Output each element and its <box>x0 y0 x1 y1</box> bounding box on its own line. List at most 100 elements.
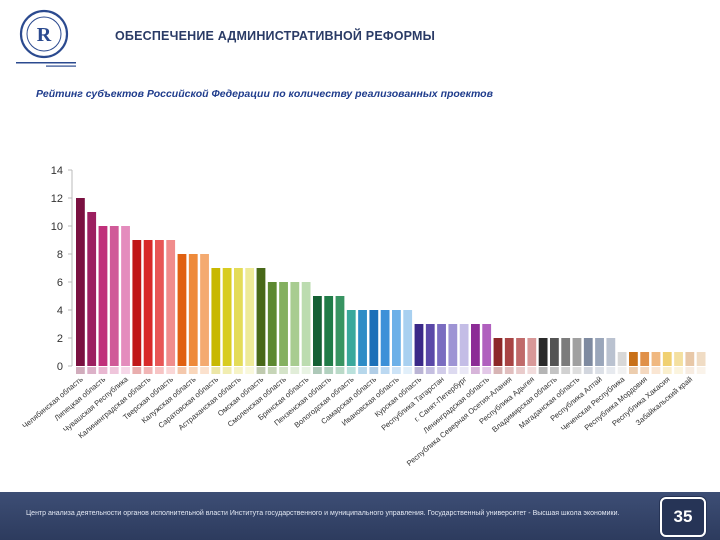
logo-caption-line <box>16 62 76 64</box>
bar-reflection <box>425 367 435 374</box>
y-tick-label: 2 <box>57 333 63 345</box>
bar-reflection <box>234 367 243 374</box>
bar-reflection <box>414 367 424 374</box>
bar <box>629 352 638 366</box>
y-tick-label: 6 <box>57 277 63 289</box>
bar-reflection <box>211 367 221 374</box>
y-tick-label: 8 <box>57 249 63 261</box>
bar-reflection <box>595 367 604 374</box>
bar <box>346 310 356 366</box>
page-title: ОБЕСПЕЧЕНИЕ АДМИНИСТРАТИВНОЙ РЕФОРМЫ <box>115 29 436 43</box>
bar <box>504 338 514 366</box>
logo-outer-ring <box>19 9 69 59</box>
bar-reflection <box>200 367 209 374</box>
bar-reflection <box>166 367 176 374</box>
bar <box>493 338 503 366</box>
bar <box>256 268 266 366</box>
bar-reflection <box>222 367 232 374</box>
y-tick-label: 14 <box>51 165 63 177</box>
bar <box>245 268 255 366</box>
bar-reflection <box>324 367 334 374</box>
hse-logo-icon: R <box>16 9 76 67</box>
bar-reflection <box>121 367 130 374</box>
bar <box>155 240 164 366</box>
bar <box>313 296 322 366</box>
bar <box>674 352 683 366</box>
bar <box>651 352 661 366</box>
bar-reflection <box>132 367 142 374</box>
bar-reflection <box>629 367 638 374</box>
bar <box>392 310 401 366</box>
logo-caption-line-2 <box>46 65 76 67</box>
bar <box>369 310 379 366</box>
y-tick-label: 10 <box>51 221 63 233</box>
footer-text: Центр анализа деятельности органов испол… <box>26 510 620 517</box>
bar <box>403 310 413 366</box>
bar <box>606 338 616 366</box>
footer-bar: Центр анализа деятельности органов испол… <box>0 492 720 540</box>
bar-reflection <box>662 367 672 374</box>
bar-reflection <box>313 367 322 374</box>
bar-reflection <box>188 367 198 374</box>
bar <box>414 324 424 366</box>
bar-reflection <box>279 367 288 374</box>
bar <box>358 310 367 366</box>
bar <box>121 226 130 366</box>
bar <box>143 240 153 366</box>
bar <box>482 324 492 366</box>
bar-reflection <box>674 367 683 374</box>
bar-reflection <box>583 367 593 374</box>
bar-reflection <box>471 367 480 374</box>
y-tick-label: 12 <box>51 193 63 205</box>
bar-reflection <box>301 367 311 374</box>
bar <box>595 338 604 366</box>
bar-reflection <box>651 367 661 374</box>
bar <box>279 282 288 366</box>
logo-inner-ring <box>26 16 62 52</box>
bar <box>177 254 187 366</box>
bar-reflection <box>346 367 356 374</box>
bar <box>425 324 435 366</box>
bar-reflection <box>606 367 616 374</box>
bar-reflection <box>640 367 650 374</box>
bar <box>617 352 627 366</box>
bar-reflection <box>437 367 446 374</box>
bar <box>640 352 650 366</box>
bar <box>166 240 176 366</box>
bar-reflection <box>380 367 390 374</box>
y-tick-label: 0 <box>57 361 63 373</box>
bar-reflection <box>290 367 300 374</box>
bar <box>516 338 525 366</box>
bar <box>109 226 119 366</box>
bar <box>662 352 672 366</box>
chart-subtitle: Рейтинг субъектов Российской Федерации п… <box>36 88 493 100</box>
bar-reflection <box>527 367 537 374</box>
bar-reflection <box>358 367 367 374</box>
bar <box>471 324 480 366</box>
bar <box>290 282 300 366</box>
bar-reflection <box>550 367 559 374</box>
y-tick-label: 4 <box>57 305 63 317</box>
bar-reflection <box>155 367 164 374</box>
bar <box>380 310 390 366</box>
bar <box>459 324 469 366</box>
bar-reflection <box>504 367 514 374</box>
bar <box>132 240 142 366</box>
bar-reflection <box>617 367 627 374</box>
bar-reflection <box>267 367 277 374</box>
bar-reflection <box>98 367 108 374</box>
bar-reflection <box>459 367 469 374</box>
bar-reflection <box>561 367 571 374</box>
bar-reflection <box>685 367 695 374</box>
bar <box>211 268 221 366</box>
bar-reflection <box>392 367 401 374</box>
bar-reflection <box>177 367 187 374</box>
bar <box>76 198 85 366</box>
bar-reflection <box>482 367 492 374</box>
bar <box>188 254 198 366</box>
bar-reflection <box>76 367 85 374</box>
bar <box>267 282 277 366</box>
bar <box>98 226 108 366</box>
bar-reflection <box>572 367 582 374</box>
